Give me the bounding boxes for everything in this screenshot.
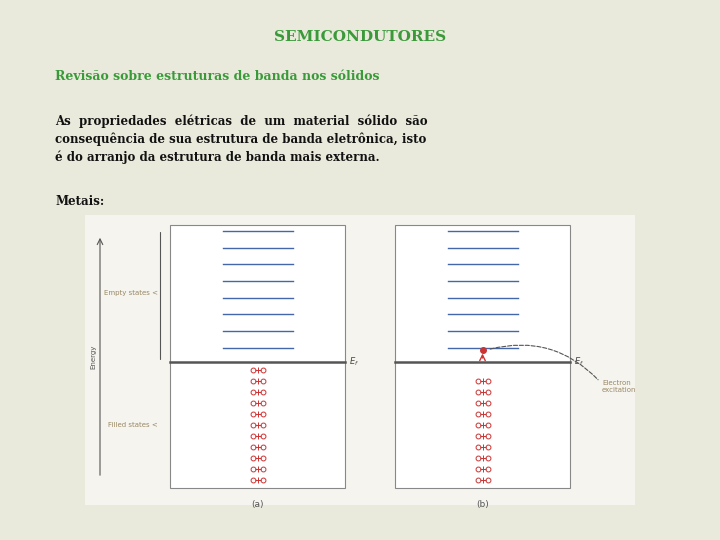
Text: Revisão sobre estruturas de banda nos sólidos: Revisão sobre estruturas de banda nos só… [55,70,379,83]
Text: SEMICONDUTORES: SEMICONDUTORES [274,30,446,44]
Text: Empty states <: Empty states < [104,291,158,296]
Text: Energy: Energy [90,345,96,369]
Text: As  propriedades  elétricas  de  um  material  sólido  são: As propriedades elétricas de um material… [55,115,428,129]
Text: (b): (b) [476,500,489,509]
Text: Metais:: Metais: [55,195,104,208]
Text: Filled states <: Filled states < [108,422,158,428]
Text: é do arranjo da estrutura de banda mais externa.: é do arranjo da estrutura de banda mais … [55,151,379,165]
Text: consequência de sua estrutura de banda eletrônica, isto: consequência de sua estrutura de banda e… [55,133,426,146]
Bar [395,225,570,488]
Text: Electron
excitation: Electron excitation [602,380,636,393]
Bar [170,225,345,488]
Text: $E_f$: $E_f$ [349,355,359,368]
Text: (a): (a) [251,500,264,509]
Text: $E_f$: $E_f$ [574,355,584,368]
Bar [85,215,635,505]
